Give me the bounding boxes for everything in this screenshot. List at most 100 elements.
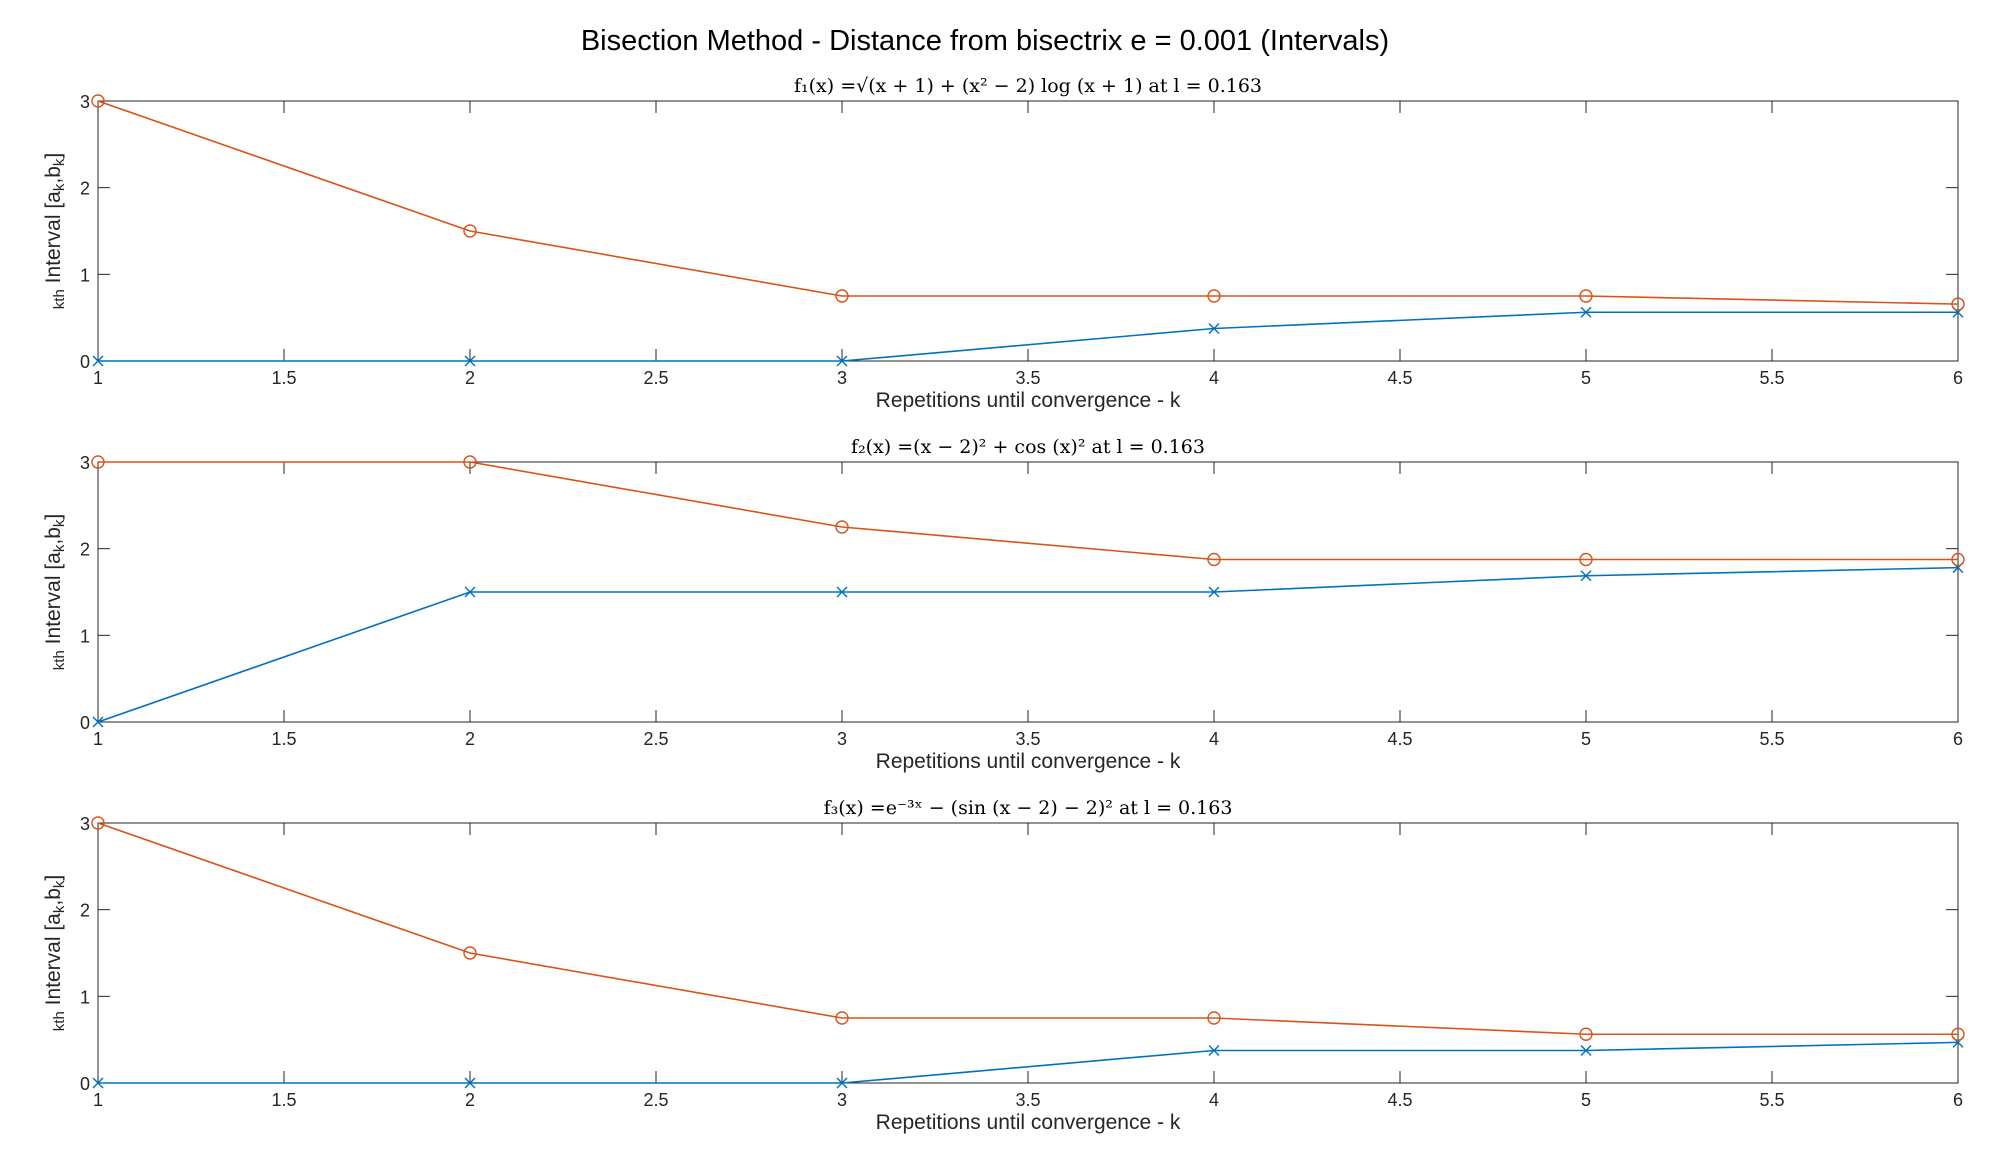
y-axis-label: kth Interval [ak,bk] xyxy=(42,153,68,309)
data-point-a xyxy=(1580,1045,1592,1056)
data-point-b xyxy=(1951,552,1965,567)
marker-stroke xyxy=(836,586,848,598)
x-tick-label: 1.5 xyxy=(271,729,296,749)
x-tick-label: 3.5 xyxy=(1015,729,1040,749)
marker-stroke xyxy=(1208,323,1220,334)
data-point-b xyxy=(1579,289,1593,303)
marker-stroke xyxy=(836,1077,848,1089)
y-tick-label: 1 xyxy=(80,265,90,285)
marker-stroke xyxy=(836,355,848,367)
x-tick-label: 4 xyxy=(1209,1090,1219,1110)
series-line-a xyxy=(97,566,1959,723)
data-point-a xyxy=(836,355,848,367)
x-tick-label: 2 xyxy=(465,368,475,388)
marker-stroke xyxy=(1580,1045,1592,1056)
x-tick-label: 5 xyxy=(1581,368,1591,388)
data-point-b xyxy=(835,289,849,303)
subplot-1: f₁(x) =√(x + 1) + (x² − 2) log (x + 1) a… xyxy=(42,75,1965,412)
marker-stroke xyxy=(464,355,476,367)
marker-stroke xyxy=(1580,570,1592,582)
data-point-a xyxy=(836,1077,848,1089)
x-tick-label: 4.5 xyxy=(1387,729,1412,749)
data-point-b xyxy=(463,224,477,238)
data-point-b xyxy=(463,455,477,469)
x-tick-label: 1.5 xyxy=(271,1090,296,1110)
y-tick-label: 2 xyxy=(80,179,90,199)
y-tick-label: 1 xyxy=(80,987,90,1007)
marker-stroke xyxy=(92,355,104,367)
data-point-a xyxy=(464,355,476,367)
y-tick-label: 3 xyxy=(80,814,90,834)
series-line-b xyxy=(97,822,1958,1036)
data-point-b xyxy=(463,946,477,960)
data-point-b xyxy=(1207,552,1221,567)
data-point-a xyxy=(464,1077,476,1089)
data-point-b xyxy=(1207,1011,1221,1025)
x-tick-label: 2 xyxy=(465,729,475,749)
data-point-b xyxy=(91,455,105,469)
x-tick-label: 3 xyxy=(837,368,847,388)
data-point-a xyxy=(92,355,104,367)
series-line-b xyxy=(98,461,1958,561)
x-tick-label: 4.5 xyxy=(1387,1090,1412,1110)
figure-title: Bisection Method - Distance from bisectr… xyxy=(581,25,1389,57)
x-tick-label: 4 xyxy=(1209,729,1219,749)
x-tick-label: 5.5 xyxy=(1759,729,1784,749)
x-tick-label: 4.5 xyxy=(1387,368,1412,388)
subplots: f₁(x) =√(x + 1) + (x² − 2) log (x + 1) a… xyxy=(42,75,1965,1134)
x-tick-label: 6 xyxy=(1953,368,1963,388)
data-point-a xyxy=(1208,1045,1220,1056)
x-tick-label: 1 xyxy=(93,368,103,388)
x-tick-label: 5 xyxy=(1581,729,1591,749)
subplot-title: f₂(x) =(x − 2)² + cos (x)² at l = 0.163 xyxy=(851,436,1205,458)
y-tick-label: 0 xyxy=(80,713,90,733)
x-tick-label: 4 xyxy=(1209,368,1219,388)
marker-stroke xyxy=(464,586,476,598)
y-tick-label: 2 xyxy=(80,901,90,921)
data-point-a xyxy=(1580,306,1592,318)
data-point-a xyxy=(1208,586,1220,598)
data-point-a xyxy=(92,1077,104,1089)
y-axis-label: kth Interval [ak,bk] xyxy=(42,514,68,670)
x-tick-label: 2 xyxy=(465,1090,475,1110)
y-tick-label: 0 xyxy=(80,1074,90,1094)
subplot-2: f₂(x) =(x − 2)² + cos (x)² at l = 0.163 1… xyxy=(42,436,1965,773)
subplot-3: f₃(x) =e⁻³ˣ − (sin (x − 2) − 2)² at l = … xyxy=(42,797,1965,1134)
x-tick-label: 5.5 xyxy=(1759,368,1784,388)
x-axis-label: Repetitions until convergence - k xyxy=(876,389,1181,412)
data-point-b xyxy=(835,1011,849,1025)
x-tick-label: 1.5 xyxy=(271,368,296,388)
marker-stroke xyxy=(92,716,104,728)
x-tick-label: 5.5 xyxy=(1759,1090,1784,1110)
x-tick-label: 3 xyxy=(837,1090,847,1110)
x-axis-label: Repetitions until convergence - k xyxy=(876,750,1181,773)
x-tick-label: 2.5 xyxy=(643,729,668,749)
data-point-a xyxy=(92,716,104,728)
y-axis-label: kth Interval [ak,bk] xyxy=(42,875,68,1031)
series-line-a xyxy=(98,311,1958,362)
x-tick-label: 1 xyxy=(93,1090,103,1110)
x-tick-label: 1 xyxy=(93,729,103,749)
y-tick-label: 0 xyxy=(80,352,90,372)
x-tick-label: 3.5 xyxy=(1015,368,1040,388)
x-tick-label: 6 xyxy=(1953,1090,1963,1110)
series-line-a xyxy=(98,1041,1959,1084)
x-tick-label: 6 xyxy=(1953,729,1963,749)
series-line-b xyxy=(97,100,1959,305)
axes-box xyxy=(97,822,1959,1084)
marker-stroke xyxy=(464,1077,476,1089)
marker-stroke xyxy=(92,1077,104,1089)
data-point-b xyxy=(91,816,105,830)
x-axis-label: Repetitions until convergence - k xyxy=(876,1111,1181,1134)
x-tick-label: 3.5 xyxy=(1015,1090,1040,1110)
data-point-b xyxy=(1579,1027,1593,1041)
y-tick-label: 3 xyxy=(80,453,90,473)
x-tick-label: 2.5 xyxy=(643,1090,668,1110)
data-point-b xyxy=(1951,1027,1965,1041)
data-point-b xyxy=(835,520,849,534)
data-point-a xyxy=(1580,570,1592,582)
axes-box xyxy=(97,100,1959,362)
marker-stroke xyxy=(1208,586,1220,598)
y-tick-label: 2 xyxy=(80,540,90,560)
